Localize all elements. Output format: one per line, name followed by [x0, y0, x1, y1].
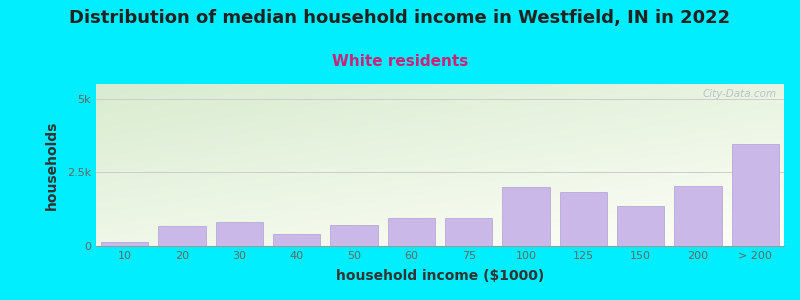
- Bar: [617, 206, 664, 246]
- Bar: [273, 234, 320, 246]
- X-axis label: household income ($1000): household income ($1000): [336, 269, 544, 283]
- Bar: [101, 242, 148, 246]
- Bar: [560, 192, 607, 246]
- Bar: [388, 218, 435, 246]
- Bar: [216, 222, 263, 246]
- Bar: [445, 218, 492, 246]
- Bar: [732, 144, 779, 246]
- Text: White residents: White residents: [332, 54, 468, 69]
- Text: Distribution of median household income in Westfield, IN in 2022: Distribution of median household income …: [70, 9, 730, 27]
- Text: City-Data.com: City-Data.com: [703, 89, 777, 99]
- Bar: [158, 226, 206, 246]
- Bar: [674, 186, 722, 246]
- Y-axis label: households: households: [45, 120, 58, 210]
- Bar: [502, 187, 550, 246]
- Bar: [330, 225, 378, 246]
